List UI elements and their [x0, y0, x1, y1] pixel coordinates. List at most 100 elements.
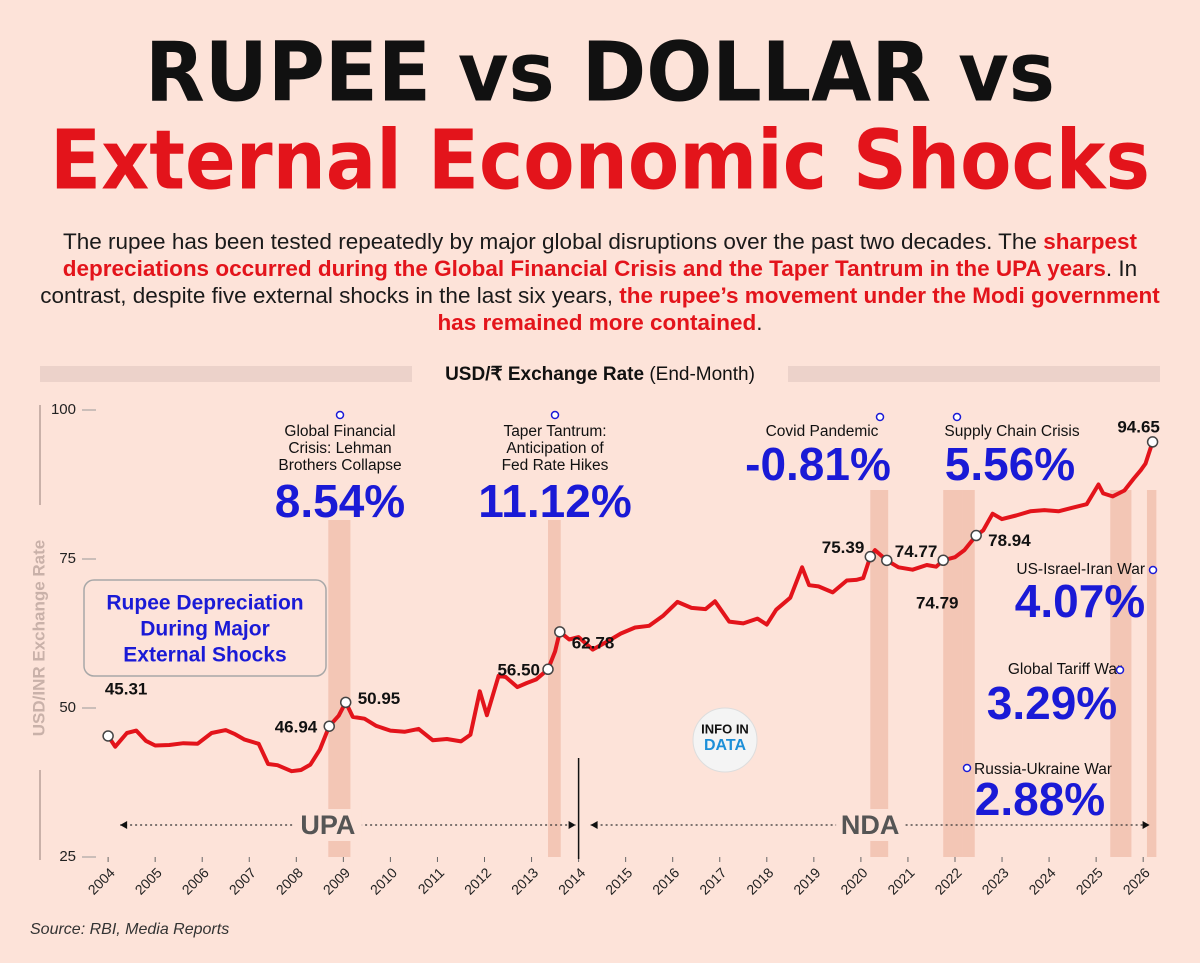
header-bg — [412, 362, 788, 386]
event-change: 8.54% — [275, 475, 405, 527]
event-name: Russia-Ukraine War — [974, 761, 1112, 778]
event-name: Global Tariff War — [1008, 661, 1122, 678]
subtitle: The rupee has been tested repeatedly by … — [30, 228, 1170, 336]
point-marker — [323, 720, 335, 732]
point-label: 56.50 — [497, 661, 540, 680]
point-marker — [881, 554, 893, 567]
event-band — [328, 520, 351, 857]
point-marker — [102, 730, 114, 742]
event-band — [548, 520, 561, 857]
point-marker — [937, 554, 949, 567]
event-name: Supply Chain Crisis — [944, 423, 1079, 440]
period-label-bg — [293, 809, 362, 841]
x-tick-label: 2021 — [884, 864, 917, 897]
x-tick-label: 2019 — [790, 864, 823, 897]
x-tick-label: 2006 — [179, 864, 212, 897]
x-tick-label: 2022 — [931, 864, 964, 897]
x-tick-label: 2016 — [649, 864, 682, 897]
x-tick-label: 2020 — [837, 864, 870, 897]
arrow-head — [568, 821, 576, 829]
point-label: 78.94 — [988, 531, 1031, 550]
point-label: 62.78 — [572, 633, 615, 652]
logo-text: INFO IN — [701, 721, 749, 736]
x-tick-label: 2026 — [1120, 864, 1153, 897]
subtitle-segment: the rupee’s movement under the Modi gove… — [437, 283, 1160, 335]
source: Source: RBI, Media Reports — [30, 921, 229, 938]
x-tick-label: 2010 — [367, 864, 400, 897]
event-change: 11.12% — [478, 475, 631, 527]
x-tick-label: 2013 — [508, 864, 541, 897]
event-name: Crisis: Lehman — [288, 440, 391, 457]
point-label: 50.95 — [358, 689, 401, 708]
point-label: 75.39 — [822, 538, 865, 557]
x-tick-label: 2012 — [461, 864, 494, 897]
point-marker — [542, 663, 554, 676]
y-tick-label: 75 — [59, 550, 76, 567]
legend-text: External Shocks — [123, 644, 286, 667]
event-change: 5.56% — [945, 438, 1075, 490]
legend-box — [83, 579, 327, 677]
event-change: 2.88% — [975, 773, 1105, 825]
chart-title-note: (End-Month) — [649, 364, 755, 385]
x-tick-label: 2017 — [696, 864, 729, 897]
x-tick-label: 2011 — [415, 864, 448, 897]
event-name: Global Financial — [284, 423, 395, 440]
series-line — [106, 441, 1155, 774]
period-label: UPA — [300, 810, 355, 840]
chart-title: USD/₹ Exchange Rate (End-Month) — [445, 364, 755, 385]
period-label-bg — [836, 809, 905, 841]
event-dot — [1148, 565, 1158, 575]
event-dot — [962, 763, 972, 773]
event-name: US-Israel-Iran War — [1016, 561, 1145, 578]
event-band — [870, 490, 889, 857]
y-tick-label: 25 — [59, 848, 76, 865]
event-band — [1146, 490, 1157, 857]
x-tick-label: 2008 — [273, 864, 306, 897]
point-label: 45.31 — [105, 679, 148, 698]
chart-title-main: USD/₹ Exchange Rate — [445, 364, 644, 385]
arrow-head — [590, 821, 598, 829]
y-tick-label: 50 — [59, 699, 76, 716]
x-tick-label: 2009 — [320, 864, 353, 897]
legend-text: During Major — [140, 618, 270, 641]
logo-text: DATA — [704, 737, 747, 754]
x-tick-label: 2015 — [602, 864, 635, 897]
arrow-head — [120, 821, 128, 829]
logo-circle — [692, 707, 758, 773]
point-marker — [1146, 436, 1159, 448]
event-dot — [1115, 665, 1125, 675]
point-label: 74.79 — [916, 594, 959, 613]
point-label: 94.65 — [1117, 417, 1160, 436]
x-tick-label: 2005 — [132, 864, 165, 897]
period-label: NDA — [841, 810, 900, 840]
subtitle-segment: . In contrast, despite five external sho… — [40, 256, 1138, 308]
point-marker — [970, 529, 982, 542]
event-name: Fed Rate Hikes — [502, 457, 609, 474]
point-marker — [339, 696, 352, 709]
arrow-head — [1142, 821, 1150, 829]
headline: RUPEE vs DOLLAR vs — [145, 25, 1055, 120]
event-name: Covid Pandemic — [766, 423, 879, 440]
y-axis-label: USD/INR Exchange Rate — [29, 540, 48, 737]
x-tick-label: 2018 — [743, 864, 776, 897]
subtitle-segment: . — [756, 310, 763, 335]
subtitle-segment: sharpest depreciations occurred during t… — [62, 229, 1137, 281]
event-dot — [550, 410, 560, 420]
x-tick-label: 2025 — [1073, 864, 1106, 897]
event-name: Anticipation of — [506, 440, 604, 457]
event-change: 4.07% — [1015, 575, 1145, 627]
headline: External Economic Shocks — [50, 113, 1150, 208]
point-marker — [554, 626, 566, 638]
event-name: Taper Tantrum: — [503, 423, 606, 440]
event-dot — [335, 410, 345, 420]
x-tick-label: 2014 — [555, 864, 588, 897]
x-tick-label: 2007 — [226, 864, 259, 897]
event-dot — [875, 412, 885, 422]
x-tick-label: 2024 — [1025, 864, 1058, 897]
legend-text: Rupee Depreciation — [106, 592, 303, 615]
x-tick-label: 2004 — [85, 864, 118, 897]
point-label: 46.94 — [275, 718, 318, 737]
event-name: Brothers Collapse — [278, 457, 401, 474]
